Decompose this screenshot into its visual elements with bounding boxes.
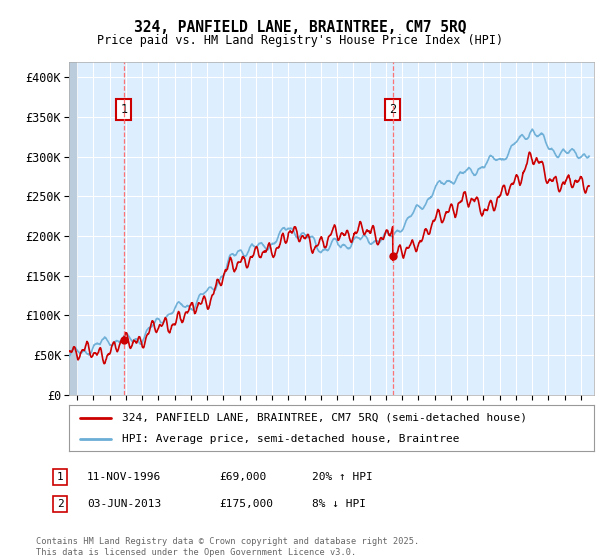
Text: 2: 2 — [389, 102, 397, 116]
Text: 324, PANFIELD LANE, BRAINTREE, CM7 5RQ: 324, PANFIELD LANE, BRAINTREE, CM7 5RQ — [134, 20, 466, 35]
Text: 2: 2 — [56, 499, 64, 509]
Text: £175,000: £175,000 — [219, 499, 273, 509]
Text: 1: 1 — [120, 102, 127, 116]
Text: £69,000: £69,000 — [219, 472, 266, 482]
Text: 03-JUN-2013: 03-JUN-2013 — [87, 499, 161, 509]
Text: Contains HM Land Registry data © Crown copyright and database right 2025.
This d: Contains HM Land Registry data © Crown c… — [36, 537, 419, 557]
Text: 324, PANFIELD LANE, BRAINTREE, CM7 5RQ (semi-detached house): 324, PANFIELD LANE, BRAINTREE, CM7 5RQ (… — [121, 413, 527, 423]
Text: Price paid vs. HM Land Registry's House Price Index (HPI): Price paid vs. HM Land Registry's House … — [97, 34, 503, 46]
Bar — [69, 62, 77, 395]
Text: 8% ↓ HPI: 8% ↓ HPI — [312, 499, 366, 509]
Text: 11-NOV-1996: 11-NOV-1996 — [87, 472, 161, 482]
Text: 20% ↑ HPI: 20% ↑ HPI — [312, 472, 373, 482]
Text: 1: 1 — [56, 472, 64, 482]
Text: HPI: Average price, semi-detached house, Braintree: HPI: Average price, semi-detached house,… — [121, 435, 459, 444]
